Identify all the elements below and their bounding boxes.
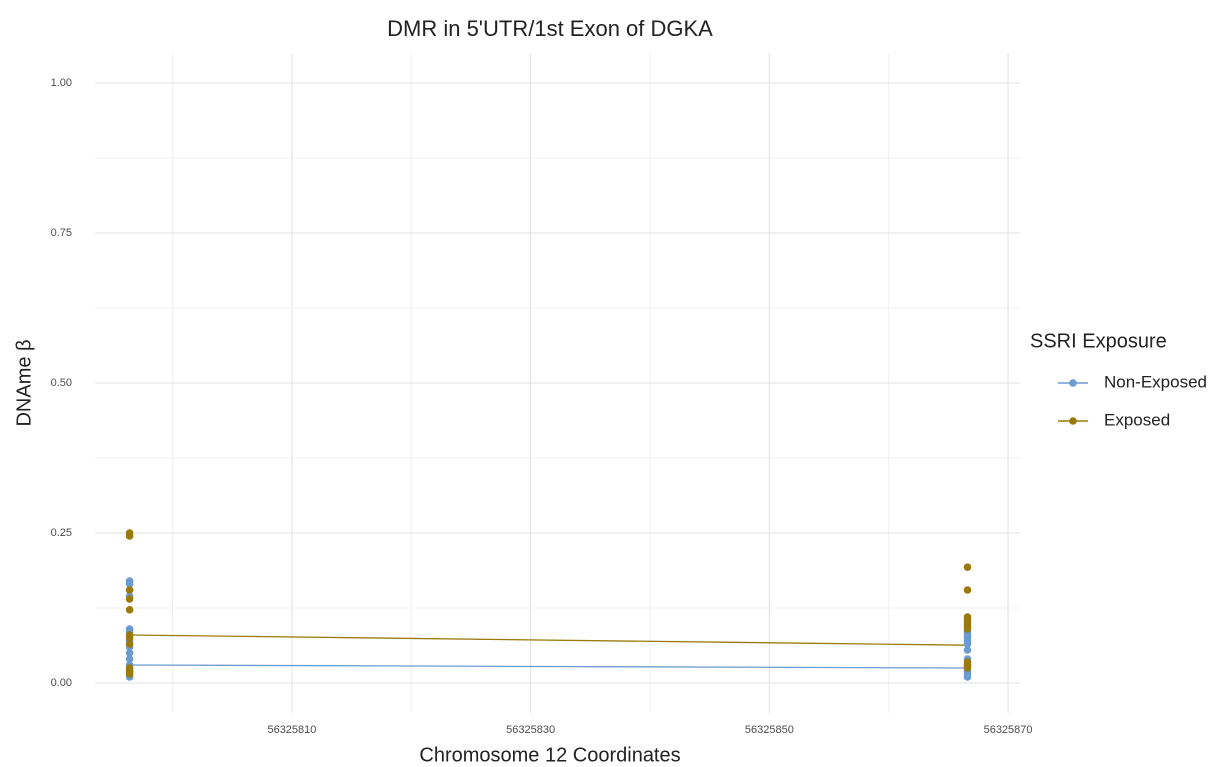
grid xyxy=(95,53,1020,713)
point xyxy=(125,586,134,594)
point xyxy=(125,670,134,678)
point xyxy=(963,664,972,672)
point xyxy=(125,580,134,588)
y-tick-label: 0.00 xyxy=(51,677,72,689)
point xyxy=(963,640,972,648)
legend-point xyxy=(1069,379,1077,387)
trend-line xyxy=(129,634,968,646)
x-tick-label: 56325870 xyxy=(984,724,1033,736)
y-axis-title: DNAme β xyxy=(13,339,35,426)
x-axis-title: Chromosome 12 Coordinates xyxy=(419,744,680,766)
y-tick-label: 0.25 xyxy=(51,527,72,539)
point xyxy=(125,640,134,648)
chart-title: DMR in 5'UTR/1st Exon of DGKA xyxy=(387,16,713,41)
point xyxy=(963,673,972,681)
x-tick-label: 56325830 xyxy=(506,724,555,736)
legend-label: Non-Exposed xyxy=(1104,372,1207,391)
y-tick-label: 0.75 xyxy=(51,227,72,239)
point xyxy=(125,649,134,657)
point xyxy=(125,595,134,603)
point xyxy=(963,646,972,654)
legend-point xyxy=(1069,417,1077,425)
point xyxy=(963,563,972,571)
point xyxy=(963,625,972,633)
point xyxy=(963,586,972,594)
x-tick-label: 56325810 xyxy=(267,724,316,736)
y-tick-label: 0.50 xyxy=(51,377,72,389)
trend-line xyxy=(129,664,968,669)
y-tick-label: 1.00 xyxy=(51,77,72,89)
legend-title: SSRI Exposure xyxy=(1030,330,1167,352)
x-tick-label: 56325850 xyxy=(745,724,794,736)
point xyxy=(125,655,134,663)
point xyxy=(125,606,134,614)
point xyxy=(125,634,134,642)
legend-label: Exposed xyxy=(1104,410,1170,429)
point xyxy=(125,532,134,540)
marks xyxy=(125,529,972,681)
